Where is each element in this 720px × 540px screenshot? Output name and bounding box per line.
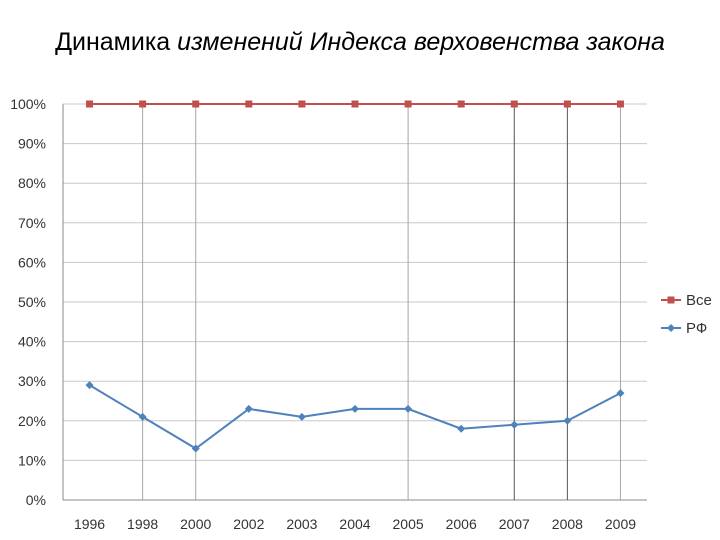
x-tick-label: 2005 [393, 516, 424, 532]
y-tick-label: 70% [18, 215, 46, 231]
data-point-marker [563, 100, 571, 108]
y-tick-label: 80% [18, 175, 46, 191]
data-point-marker [245, 100, 253, 108]
x-tick-label: 1998 [127, 516, 158, 532]
legend-marker [667, 324, 675, 332]
title-italic: изменений Индекса верховенства закона [177, 28, 665, 56]
data-point-marker [85, 381, 94, 390]
data-point-marker [510, 420, 519, 429]
x-tick-label: 2009 [605, 516, 636, 532]
data-point-marker [86, 100, 94, 108]
data-point-marker [298, 100, 306, 108]
y-tick-label: 20% [18, 413, 46, 429]
y-tick-label: 30% [18, 373, 46, 389]
data-point-marker [244, 404, 253, 413]
data-point-marker [457, 424, 466, 433]
series-line-2 [89, 384, 621, 450]
x-tick-label: 1996 [74, 516, 105, 532]
data-point-marker [351, 404, 359, 413]
x-tick-label: 2003 [286, 516, 317, 532]
y-tick-label: 0% [26, 492, 46, 508]
legend-label: Все [686, 292, 712, 309]
x-tick-label: 2002 [233, 516, 264, 532]
x-tick-label: 2000 [180, 516, 211, 532]
data-point-marker [616, 100, 624, 108]
data-point-marker [191, 444, 200, 453]
y-tick-label: 10% [18, 452, 46, 468]
x-tick-label: 2007 [499, 516, 530, 532]
legend-label: РФ [686, 320, 707, 337]
data-point-marker [616, 389, 625, 398]
x-tick-label: 2006 [446, 516, 477, 532]
x-tick-label: 2008 [552, 516, 583, 532]
x-tick-label: 2004 [339, 516, 370, 532]
data-point-marker [563, 416, 572, 425]
data-point-marker [404, 100, 412, 108]
y-tick-label: 100% [10, 96, 46, 112]
title-plain: Динамика [55, 28, 178, 56]
data-point-marker [138, 412, 147, 421]
y-tick-label: 60% [18, 254, 46, 270]
data-point-marker [192, 100, 200, 108]
y-tick-label: 90% [18, 136, 46, 152]
data-point-marker [139, 100, 147, 108]
data-point-marker [510, 100, 518, 108]
y-tick-label: 50% [18, 294, 46, 310]
chart-title: Динамика изменений Индекса верховенства … [0, 28, 720, 57]
y-tick-label: 40% [18, 334, 46, 350]
data-point-marker [351, 100, 359, 108]
data-point-marker [297, 412, 306, 421]
data-point-marker [457, 100, 465, 108]
data-point-marker [404, 404, 413, 413]
legend-marker [667, 296, 675, 304]
